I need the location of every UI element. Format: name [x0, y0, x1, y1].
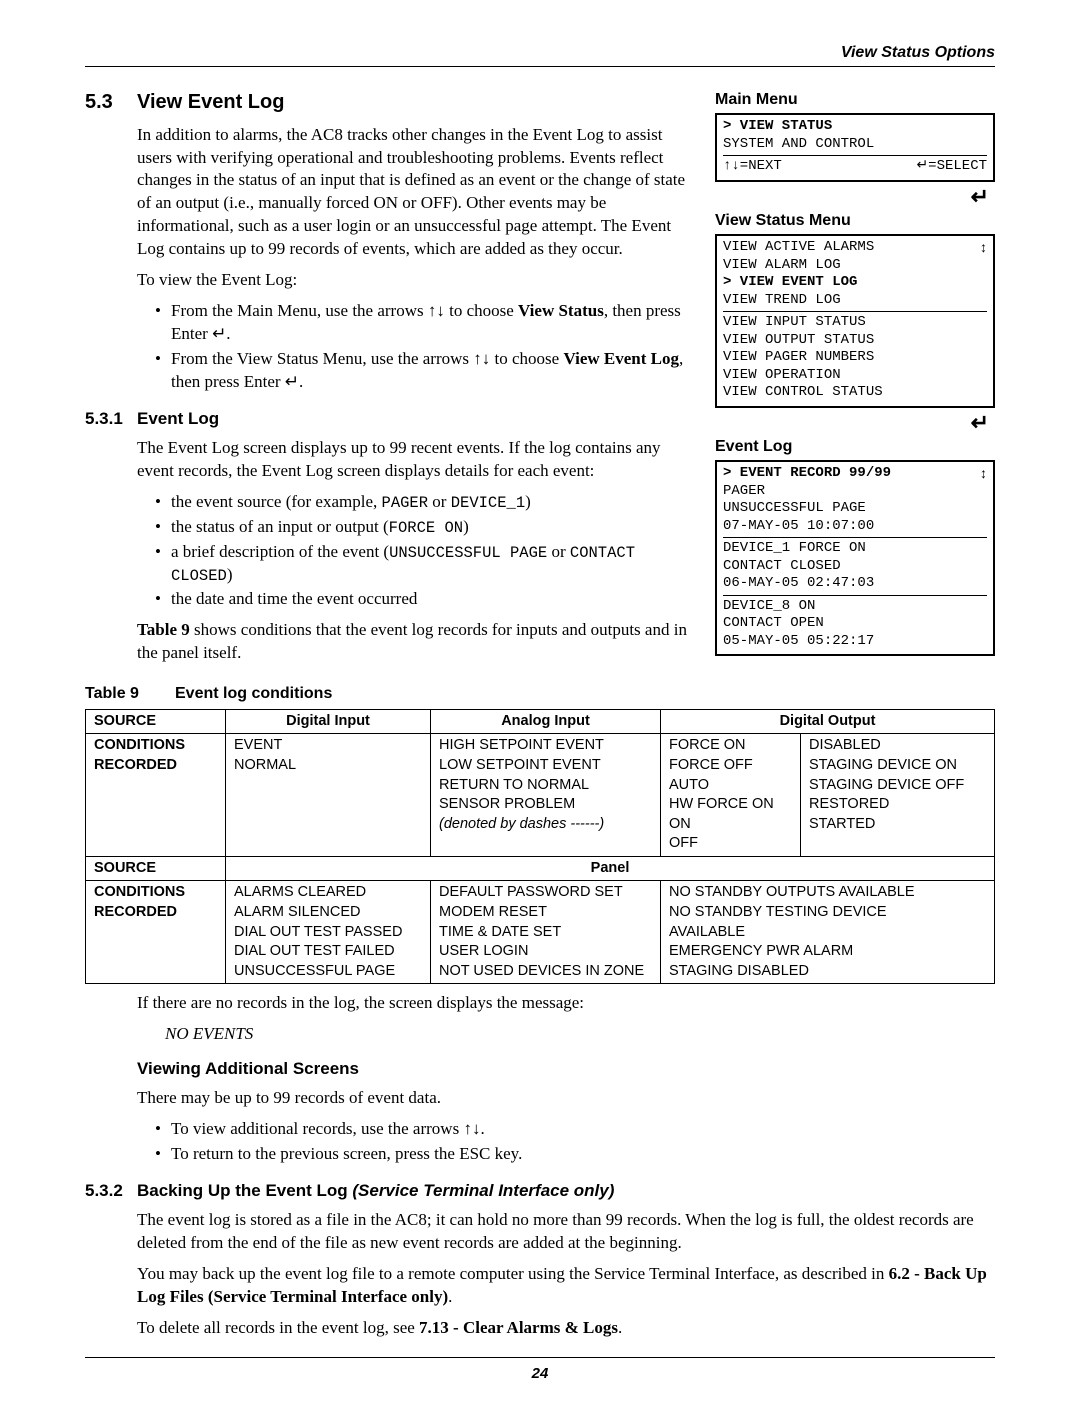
bottom-rule	[85, 1357, 995, 1358]
t9-r4c4: NO STANDBY OUTPUTS AVAILABLE NO STANDBY …	[661, 881, 995, 984]
el-device8: DEVICE_8 ON	[723, 598, 987, 616]
detail-source: the event source (for example, PAGER or …	[155, 491, 697, 514]
sec532-p3: To delete all records in the event log, …	[137, 1317, 995, 1340]
t9-r2c4a: FORCE ON FORCE OFF AUTO HW FORCE ON ON O…	[661, 734, 801, 856]
sec53-para2: To view the Event Log:	[137, 269, 697, 292]
subsection-number: 5.3.1	[85, 408, 137, 431]
t9-r1c4: Digital Output	[661, 709, 995, 734]
t9-r4c3: DEFAULT PASSWORD SET MODEM RESET TIME & …	[431, 881, 661, 984]
el-unsuccessful: UNSUCCESSFUL PAGE	[723, 500, 987, 518]
el-contact-closed: CONTACT CLOSED	[723, 558, 987, 576]
t9-r2c1: CONDITIONSRECORDED	[86, 734, 226, 856]
enter-icon: ↵	[715, 412, 995, 434]
el-ts1: 07-MAY-05 10:07:00	[723, 518, 987, 536]
section-5.3-heading: 5.3View Event Log	[85, 89, 697, 116]
section-title: View Event Log	[137, 91, 284, 113]
event-log-title: Event Log	[715, 436, 995, 458]
mm-view-status: > VIEW STATUS	[723, 118, 987, 136]
t9-r3c2: Panel	[226, 856, 995, 881]
no-events-text: NO EVENTS	[165, 1023, 995, 1046]
sec532-p1: The event log is stored as a file in the…	[137, 1209, 995, 1255]
detail-desc: a brief description of the event (UNSUCC…	[155, 541, 697, 587]
t9-r4c2: ALARMS CLEARED ALARM SILENCED DIAL OUT T…	[226, 881, 431, 984]
mm-nav-next: ↑↓=NEXT	[723, 158, 782, 176]
vs-alarm-log: VIEW ALARM LOG	[723, 257, 987, 275]
table9-caption: Table 9Event log conditions	[85, 683, 995, 705]
subsection-title: Event Log	[137, 409, 219, 428]
main-menu-lcd: > VIEW STATUS SYSTEM AND CONTROL ↑↓=NEXT…	[715, 113, 995, 182]
vas-para: There may be up to 99 records of event d…	[137, 1087, 995, 1110]
section-number: 5.3	[85, 89, 137, 116]
updown-icon: ↕	[980, 465, 987, 483]
detail-status: the status of an input or output (FORCE …	[155, 516, 697, 539]
sec53-para1: In addition to alarms, the AC8 tracks ot…	[137, 124, 697, 262]
vs-output-status: VIEW OUTPUT STATUS	[723, 332, 987, 350]
view-status-lcd: VIEW ACTIVE ALARMS ↕ VIEW ALARM LOG > VIE…	[715, 234, 995, 408]
vs-event-log: > VIEW EVENT LOG	[723, 274, 987, 292]
vs-trend-log: VIEW TREND LOG	[723, 292, 987, 310]
top-rule	[85, 66, 995, 67]
section-5.3.2-heading: 5.3.2Backing Up the Event Log (Service T…	[85, 1180, 995, 1203]
vs-pager-numbers: VIEW PAGER NUMBERS	[723, 349, 987, 367]
vs-operation: VIEW OPERATION	[723, 367, 987, 385]
el-contact-open: CONTACT OPEN	[723, 615, 987, 633]
step-2: From the View Status Menu, use the arrow…	[155, 348, 697, 394]
vs-active-alarms: VIEW ACTIVE ALARMS	[723, 239, 874, 257]
t9-r1c2: Digital Input	[226, 709, 431, 734]
vas-list: To view additional records, use the arro…	[155, 1118, 995, 1166]
detail-datetime: the date and time the event occurred	[155, 588, 697, 611]
view-status-title: View Status Menu	[715, 210, 995, 232]
step-1: From the Main Menu, use the arrows ↑↓ to…	[155, 300, 697, 346]
el-device1: DEVICE_1 FORCE ON	[723, 540, 987, 558]
t9-r2c3: HIGH SETPOINT EVENT LOW SETPOINT EVENT R…	[431, 734, 661, 856]
t9-r3c1: SOURCE	[86, 856, 226, 881]
t9-r2c2: EVENT NORMAL	[226, 734, 431, 856]
sec532-p2: You may back up the event log file to a …	[137, 1263, 995, 1309]
section-5.3.1-heading: 5.3.1Event Log	[85, 408, 697, 431]
sec53-steps: From the Main Menu, use the arrows ↑↓ to…	[155, 300, 697, 394]
t9-r1c3: Analog Input	[431, 709, 661, 734]
vas-li2: To return to the previous screen, press …	[155, 1143, 995, 1166]
event-detail-list: the event source (for example, PAGER or …	[155, 491, 697, 612]
running-header: View Status Options	[85, 42, 995, 64]
enter-icon: ↵	[715, 186, 995, 208]
el-pager: PAGER	[723, 483, 987, 501]
main-menu-title: Main Menu	[715, 89, 995, 111]
event-log-lcd: > EVENT RECORD 99/99 ↕ PAGER UNSUCCESSFUL…	[715, 460, 995, 656]
sec531-para2: Table 9 shows conditions that the event …	[137, 619, 697, 665]
vas-li1: To view additional records, use the arro…	[155, 1118, 995, 1141]
subsection-number: 5.3.2	[85, 1180, 137, 1203]
updown-icon: ↕	[980, 239, 987, 257]
t9-r1c1: SOURCE	[86, 709, 226, 734]
el-ts2: 06-MAY-05 02:47:03	[723, 575, 987, 593]
page-number: 24	[85, 1364, 995, 1384]
sec531-para1: The Event Log screen displays up to 99 r…	[137, 437, 697, 483]
el-ts3: 05-MAY-05 05:22:17	[723, 633, 987, 651]
no-records-msg: If there are no records in the log, the …	[137, 992, 995, 1015]
viewing-additional-heading: Viewing Additional Screens	[137, 1058, 995, 1081]
vs-control-status: VIEW CONTROL STATUS	[723, 384, 987, 402]
mm-nav-select: ↵=SELECT	[916, 158, 987, 176]
table9: SOURCE Digital Input Analog Input Digita…	[85, 709, 995, 984]
t9-r4c1: CONDITIONSRECORDED	[86, 881, 226, 984]
t9-r2c4b: DISABLED STAGING DEVICE ON STAGING DEVIC…	[801, 734, 995, 856]
vs-input-status: VIEW INPUT STATUS	[723, 314, 987, 332]
el-record-header: > EVENT RECORD 99/99	[723, 465, 891, 483]
mm-system-control: SYSTEM AND CONTROL	[723, 136, 987, 154]
